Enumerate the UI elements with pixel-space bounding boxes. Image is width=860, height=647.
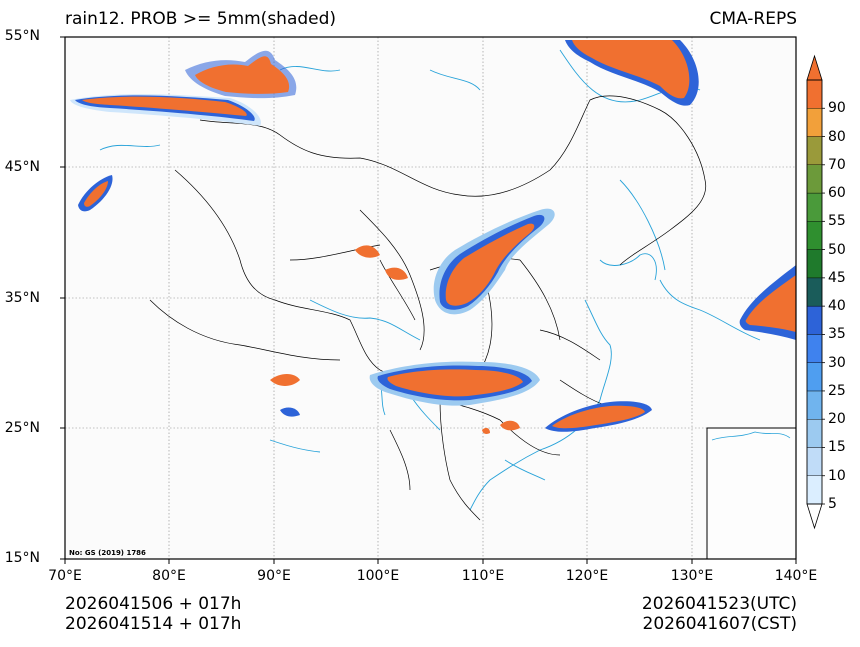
colorbar-segment [806,249,823,279]
colorbar-segment [806,164,823,194]
lon-label-90: 90°E [257,568,291,584]
lon-label-110: 110°E [461,568,505,584]
colorbar-label: 5 [828,496,837,512]
colorbar-label: 35 [828,326,846,343]
lon-label-80: 80°E [152,568,186,584]
valid-time-block: 2026041523(UTC) 2026041607(CST) [642,594,797,634]
colorbar-max-extension [806,54,823,81]
colorbar [806,54,825,530]
colorbar-segment [806,221,823,250]
colorbar-label: 45 [828,269,846,286]
rain-probability-shading [70,40,796,434]
lat-label-45: 45°N [4,159,40,175]
lon-label-100: 100°E [356,568,400,584]
colorbar-label: 80 [828,128,846,145]
init-time-cst: 2026041514 + 017h [65,614,242,634]
colorbar-label: 30 [828,354,846,371]
valid-time-cst: 2026041607(CST) [642,614,797,634]
lon-label-140: 140°E [774,568,818,584]
colorbar-label: 20 [828,411,846,428]
lon-label-130: 130°E [670,568,714,584]
lat-label-35: 35°N [4,290,40,306]
colorbar-segment [806,79,823,109]
lat-label-15: 15°N [4,550,40,566]
lat-label-55: 55°N [4,28,40,44]
south-china-sea-inset [706,427,797,560]
colorbar-segment [806,305,823,335]
inset-coastline [711,431,791,441]
lat-label-25: 25°N [4,420,40,436]
lon-label-70: 70°E [48,568,82,584]
init-time-block: 2026041506 + 017h 2026041514 + 017h [65,594,241,634]
colorbar-min-extension [806,503,823,530]
colorbar-segment [806,419,823,448]
colorbar-segment [806,192,823,222]
axis-ticks [60,36,797,564]
valid-time-utc: 2026041523(UTC) [641,594,797,614]
colorbar-label: 70 [828,156,846,173]
colorbar-segment [806,108,823,137]
colorbar-segment [806,136,823,165]
colorbar-segment [806,447,823,476]
map-title: rain12. PROB >= 5mm(shaded) [65,9,337,29]
colorbar-label: 25 [828,382,846,399]
colorbar-segment [806,390,823,420]
colorbar-segment [806,277,823,307]
map-features [65,37,796,559]
colorbar-segment [806,362,823,392]
colorbar-label: 10 [828,467,846,484]
init-time-utc: 2026041506 + 017h [65,594,242,614]
colorbar-outline [806,79,823,505]
colorbar-label: 40 [828,298,846,315]
colorbar-segment [806,334,823,363]
colorbar-label: 90 [828,100,846,117]
model-name: CMA-REPS [709,9,797,29]
colorbar-label: 15 [828,439,846,456]
colorbar-label: 55 [828,213,846,230]
colorbar-label: 60 [828,185,846,202]
colorbar-label: 50 [828,241,846,258]
lon-label-120: 120°E [565,568,609,584]
colorbar-segment [806,475,823,505]
map-approval-note: No: GS (2019) 1786 [69,549,146,557]
